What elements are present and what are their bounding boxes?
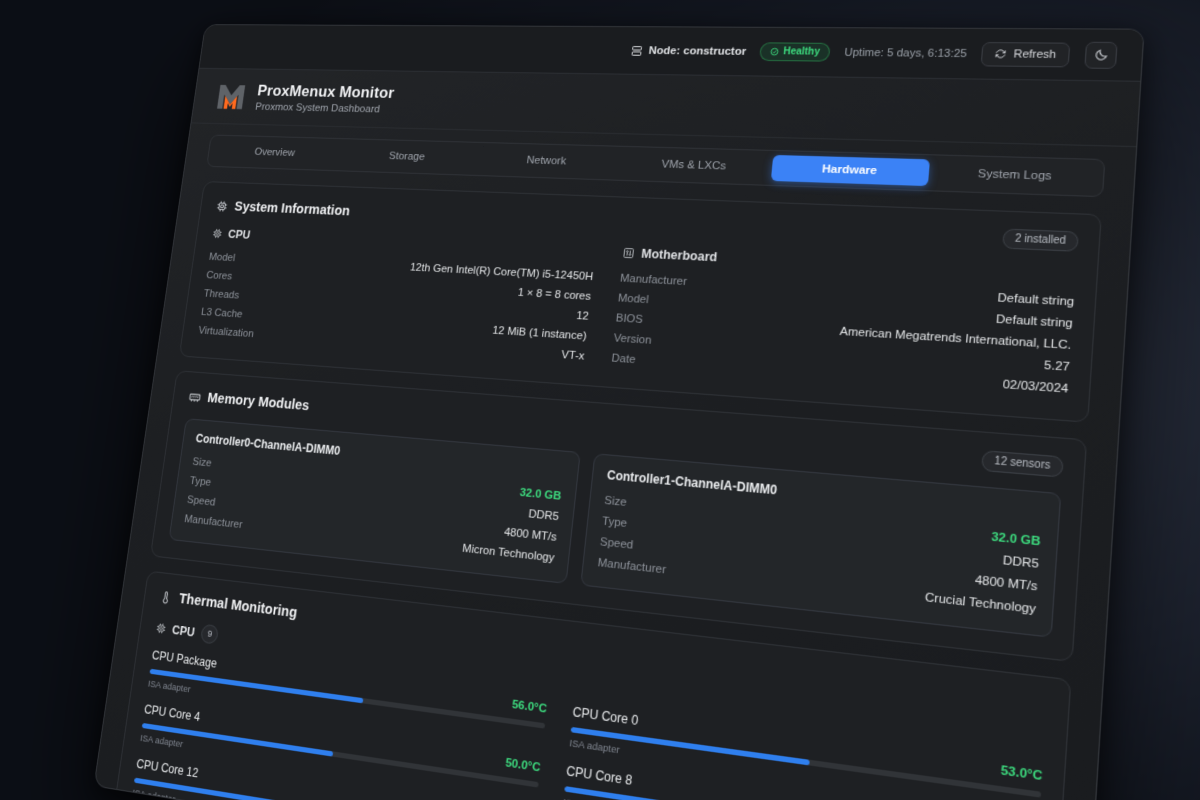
moon-icon	[1093, 48, 1109, 62]
info-key: Manufacturer	[597, 556, 667, 577]
info-value: 12	[575, 310, 590, 323]
tab-storage[interactable]: Storage	[388, 150, 426, 163]
info-key: Size	[603, 494, 628, 510]
thermometer-icon	[159, 590, 173, 605]
info-value: DDR5	[527, 508, 560, 524]
info-key: Version	[613, 332, 653, 347]
page-subtitle: Proxmox System Dashboard	[254, 101, 381, 116]
app-header: ProxMenux Monitor Proxmox System Dashboa…	[191, 68, 1141, 148]
info-key: Threads	[202, 288, 240, 302]
info-key: Speed	[599, 535, 634, 552]
card-title-label: Memory Modules	[206, 390, 311, 414]
info-value: 32.0 GB	[519, 486, 562, 503]
health-label: Healthy	[782, 46, 821, 58]
dashboard-window: Node: constructor Healthy Uptime: 5 days…	[93, 24, 1145, 800]
card-title: System Information	[215, 198, 351, 219]
refresh-label: Refresh	[1013, 47, 1057, 61]
sensor-temperature: 50.0°C	[504, 756, 542, 775]
section-label: Motherboard	[640, 246, 718, 265]
info-key: L3 Cache	[200, 306, 244, 321]
info-value: 12 MiB (1 instance)	[491, 324, 588, 343]
tab-vms-lxcs[interactable]: VMs & LXCs	[660, 158, 727, 173]
info-key: Date	[610, 352, 637, 367]
info-value: VT-x	[560, 349, 585, 363]
tab-network[interactable]: Network	[525, 154, 567, 168]
sensor-name: CPU Package	[151, 648, 218, 671]
info-key: Model	[617, 292, 650, 307]
check-circle-icon	[770, 47, 780, 56]
info-value: DDR5	[1002, 554, 1040, 572]
cpu-chip-icon	[212, 228, 224, 239]
info-value: 4800 MT/s	[503, 526, 558, 544]
cpu-chip-icon	[215, 199, 228, 212]
info-value: 1 × 8 = 8 cores	[517, 286, 592, 303]
section-cpu: CPU Model 12th Gen Intel(R) Core(TM) i5-1…	[197, 227, 596, 367]
refresh-icon	[995, 48, 1008, 59]
info-value: Micron Technology	[461, 542, 555, 565]
sensor-temperature: 56.0°C	[511, 698, 548, 716]
info-value: Default string	[995, 313, 1074, 331]
info-key: Virtualization	[197, 325, 255, 340]
memory-module-card: Controller0-ChannelA-DIMM0 Size 32.0 GB Typ…	[168, 418, 581, 584]
info-value: 4800 MT/s	[974, 573, 1038, 594]
page-title: ProxMenux Monitor	[256, 81, 396, 102]
info-key: Size	[191, 456, 213, 470]
info-key: BIOS	[615, 312, 644, 327]
main-content: System Information 2 installed	[93, 166, 1132, 800]
group-title: CPU	[155, 620, 196, 639]
section-motherboard: Motherboard Manufacturer Default string Mo…	[610, 246, 1076, 400]
sensor-count-badge: 9	[200, 623, 220, 645]
info-key: Manufacturer	[183, 513, 244, 532]
sensor-name: CPU Core 0	[571, 704, 640, 729]
info-value: 32.0 GB	[990, 530, 1041, 549]
info-value: Default string	[997, 291, 1075, 309]
section-label: CPU	[227, 227, 252, 242]
info-key: Model	[208, 251, 236, 264]
status-badge-healthy: Healthy	[759, 42, 831, 62]
tab-overview[interactable]: Overview	[253, 146, 296, 159]
uptime-text: Uptime: 5 days, 6:13:25	[843, 46, 968, 60]
refresh-button[interactable]: Refresh	[981, 41, 1071, 67]
node-indicator: Node: constructor	[631, 44, 747, 58]
card-title-label: System Information	[233, 199, 351, 219]
card-title-label: Thermal Monitoring	[177, 591, 299, 622]
info-key: Speed	[186, 494, 217, 509]
info-key: Type	[188, 475, 212, 489]
cpu-chip-icon	[155, 621, 167, 634]
sensor-temperature: 53.0°C	[1000, 763, 1043, 784]
circuit-board-icon	[622, 247, 635, 259]
card-title: Memory Modules	[188, 389, 310, 414]
proxmenux-logo	[217, 84, 246, 110]
theme-toggle-button[interactable]	[1084, 41, 1118, 69]
memory-module-card: Controller1-ChannelA-DIMM0 Size 32.0 GB Typ…	[580, 453, 1062, 638]
info-key: Manufacturer	[619, 272, 688, 289]
sensor-name: CPU Core 4	[143, 702, 201, 725]
tab-hardware[interactable]: Hardware	[771, 154, 930, 187]
card-title: Thermal Monitoring	[159, 589, 299, 622]
memory-stick-icon	[188, 390, 202, 404]
sensor-name: CPU Core 8	[565, 763, 633, 789]
server-icon	[631, 45, 644, 57]
node-label: Node: constructor	[648, 44, 747, 58]
info-key: Cores	[205, 269, 233, 283]
installed-badge: 2 installed	[1002, 228, 1079, 252]
info-key: Type	[601, 515, 628, 531]
tab-system-logs[interactable]: System Logs	[977, 168, 1053, 183]
sensor-name: CPU Core 12	[135, 756, 200, 781]
sensors-badge: 12 sensors	[981, 450, 1064, 478]
info-value: 5.27	[1043, 359, 1071, 375]
group-label: CPU	[171, 622, 196, 640]
info-value: 02/03/2024	[1002, 378, 1069, 396]
